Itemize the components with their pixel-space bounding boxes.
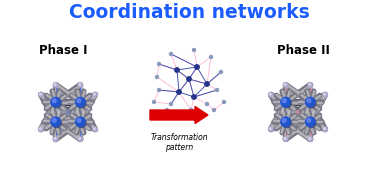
Circle shape xyxy=(309,138,311,139)
Text: Phase II: Phase II xyxy=(277,44,330,56)
Circle shape xyxy=(51,97,60,107)
Circle shape xyxy=(77,118,81,122)
Circle shape xyxy=(282,99,286,103)
Circle shape xyxy=(284,83,288,87)
Circle shape xyxy=(187,77,191,81)
Circle shape xyxy=(195,65,199,69)
Circle shape xyxy=(284,83,286,85)
Circle shape xyxy=(282,118,286,122)
Circle shape xyxy=(52,118,56,122)
Circle shape xyxy=(76,117,85,127)
Circle shape xyxy=(209,55,212,58)
Circle shape xyxy=(39,127,43,131)
Circle shape xyxy=(169,103,172,106)
Circle shape xyxy=(305,97,315,107)
Circle shape xyxy=(309,83,311,85)
Circle shape xyxy=(53,137,58,141)
Circle shape xyxy=(281,97,291,107)
Circle shape xyxy=(155,75,158,79)
Circle shape xyxy=(284,138,286,139)
Circle shape xyxy=(76,118,86,128)
FancyArrow shape xyxy=(150,106,208,123)
Circle shape xyxy=(79,138,81,139)
Circle shape xyxy=(269,127,273,131)
Circle shape xyxy=(212,108,215,112)
Circle shape xyxy=(308,83,313,87)
Circle shape xyxy=(205,82,209,86)
Circle shape xyxy=(183,115,186,118)
Circle shape xyxy=(305,117,315,127)
Circle shape xyxy=(189,108,192,112)
Circle shape xyxy=(220,71,223,73)
Circle shape xyxy=(93,92,97,97)
Circle shape xyxy=(152,100,155,104)
Circle shape xyxy=(323,92,327,97)
Circle shape xyxy=(308,137,313,141)
Circle shape xyxy=(76,98,86,108)
Circle shape xyxy=(77,99,81,103)
Circle shape xyxy=(323,127,327,131)
Circle shape xyxy=(54,83,56,85)
Circle shape xyxy=(324,93,325,95)
Circle shape xyxy=(282,118,291,128)
Circle shape xyxy=(52,98,62,108)
Circle shape xyxy=(78,83,82,87)
Circle shape xyxy=(215,89,218,91)
Circle shape xyxy=(192,95,196,99)
Circle shape xyxy=(307,98,316,108)
Circle shape xyxy=(166,108,169,112)
Circle shape xyxy=(79,83,81,85)
Circle shape xyxy=(177,90,181,94)
Circle shape xyxy=(282,98,291,108)
Text: Phase I: Phase I xyxy=(39,44,87,56)
Circle shape xyxy=(281,117,291,127)
Circle shape xyxy=(307,118,316,128)
Circle shape xyxy=(270,128,271,130)
Circle shape xyxy=(175,68,179,72)
Circle shape xyxy=(223,100,226,104)
Circle shape xyxy=(270,93,271,95)
Circle shape xyxy=(269,92,273,97)
Circle shape xyxy=(52,99,56,103)
Circle shape xyxy=(51,117,60,127)
Circle shape xyxy=(192,48,195,52)
Text: Transformation
pattern: Transformation pattern xyxy=(150,133,208,152)
Circle shape xyxy=(53,83,58,87)
Circle shape xyxy=(94,93,95,95)
Circle shape xyxy=(158,89,161,91)
Circle shape xyxy=(158,63,161,65)
Circle shape xyxy=(206,103,209,106)
Text: Coordination networks: Coordination networks xyxy=(69,4,309,22)
Circle shape xyxy=(94,128,95,130)
Circle shape xyxy=(307,118,311,122)
Circle shape xyxy=(169,53,172,55)
Circle shape xyxy=(307,99,311,103)
Circle shape xyxy=(39,92,43,97)
Circle shape xyxy=(324,128,325,130)
Circle shape xyxy=(54,138,56,139)
Circle shape xyxy=(39,128,41,130)
Circle shape xyxy=(39,93,41,95)
Circle shape xyxy=(78,137,82,141)
Circle shape xyxy=(52,118,62,128)
Circle shape xyxy=(93,127,97,131)
Circle shape xyxy=(284,137,288,141)
Circle shape xyxy=(76,97,85,107)
